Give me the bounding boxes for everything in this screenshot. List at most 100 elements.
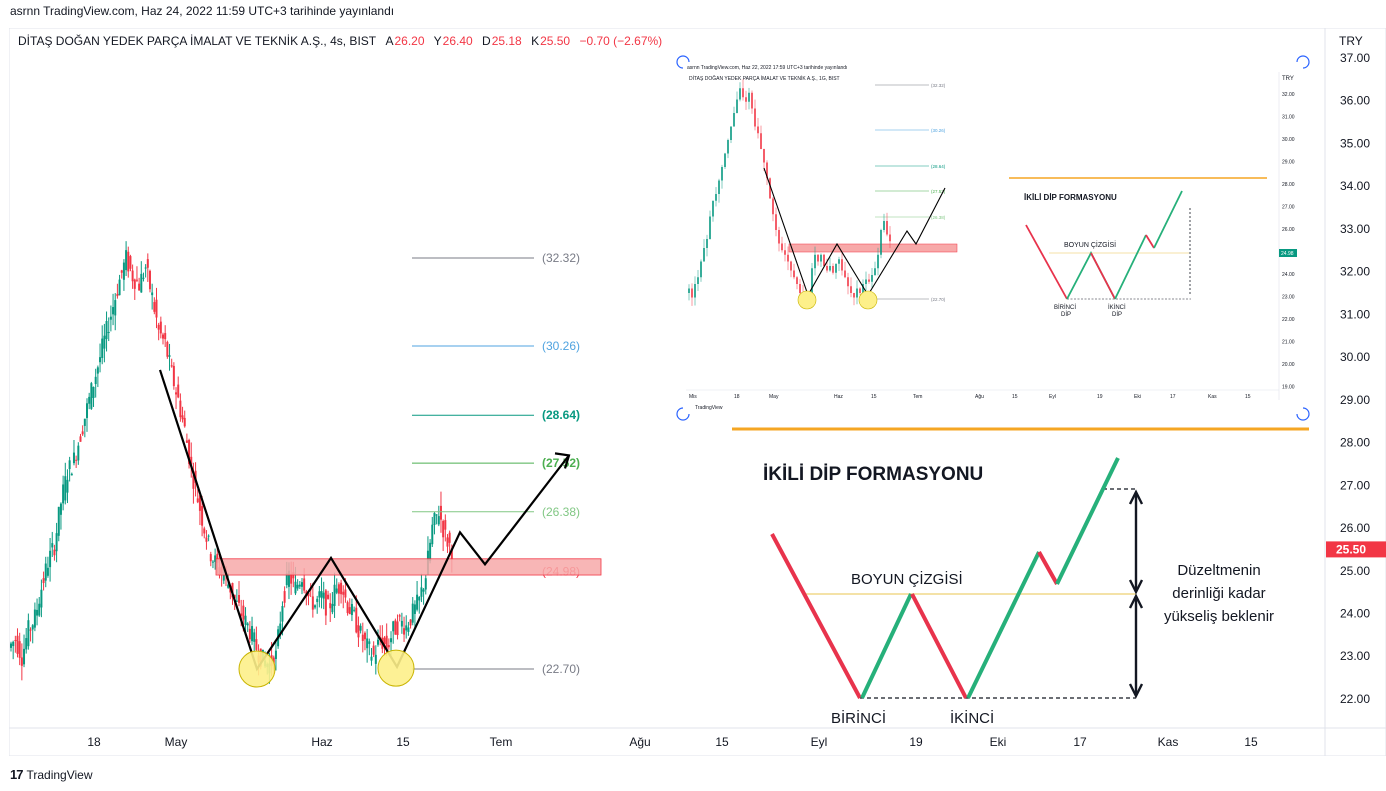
candle-down: [340, 582, 343, 595]
candle-up: [46, 567, 49, 576]
inset-diagram-title: İKİLİ DİP FORMASYONU: [1024, 193, 1117, 202]
candle-up: [112, 307, 115, 315]
inset-candle: [787, 254, 789, 262]
candle-up: [390, 638, 393, 643]
diagram-green-leg-2: [966, 551, 1041, 699]
candle-up: [36, 609, 39, 616]
inset-candle: [823, 254, 825, 266]
inset-candle: [826, 266, 828, 271]
diagram-red-leg-1: [770, 533, 862, 699]
candle-up: [253, 632, 256, 642]
candle-down: [329, 603, 332, 609]
candle-up: [274, 650, 277, 659]
tradingview-branding[interactable]: 17 TradingView: [10, 767, 93, 782]
inset-candle: [715, 194, 717, 201]
inset-time-tick: 15: [1012, 394, 1018, 400]
candle-down: [148, 270, 151, 290]
price-tick-label: 33.00: [1340, 222, 1370, 236]
candle-down: [146, 259, 149, 268]
inset-candle: [841, 259, 843, 271]
close-label: K: [531, 34, 540, 48]
candle-up: [33, 609, 36, 628]
fib-level-label: (28.64): [542, 408, 580, 422]
candle-down: [14, 640, 17, 642]
candle-up: [320, 591, 323, 598]
candle-down: [129, 256, 132, 269]
inset-time-tick: 15: [1245, 394, 1251, 400]
candle-down: [342, 591, 345, 595]
candle-up: [49, 550, 52, 568]
second-bottom-label: İKİNCİ: [950, 709, 994, 727]
price-chart[interactable]: (32.32)(30.26)(28.64)(27.52)(26.38)(24.9…: [9, 28, 1386, 756]
inset-candle: [889, 234, 891, 242]
candle-down: [177, 384, 180, 398]
inset-price-tick: 28.00: [1282, 182, 1295, 188]
candle-down: [337, 584, 340, 594]
inset-candle: [859, 288, 861, 293]
note-line-2: derinliği kadar: [1172, 585, 1265, 602]
inset-second-bottom-label-1: İKİNCİ: [1108, 304, 1126, 311]
candle-up: [70, 473, 73, 476]
inset-price-tick: 20.00: [1282, 362, 1295, 368]
price-tick-label: 24.00: [1340, 606, 1370, 620]
candle-down: [398, 615, 401, 617]
candle-up: [211, 561, 214, 563]
change-value: −0.70 (−2.67%): [579, 34, 663, 48]
candle-up: [140, 273, 143, 293]
diagram-green-leg-3: [1055, 457, 1120, 585]
candle-up: [214, 555, 217, 562]
candle-up: [64, 476, 67, 501]
inset-candle: [871, 275, 873, 282]
candle-down: [135, 279, 138, 281]
tradingview-logo-icon: 17: [10, 767, 24, 782]
inset-candle: [796, 277, 798, 284]
candle-up: [314, 605, 317, 608]
candle-down: [201, 506, 204, 526]
candle-down: [446, 537, 449, 547]
candle-up: [62, 484, 65, 504]
candle-down: [179, 400, 182, 418]
inset-price-tick: 22.00: [1282, 317, 1295, 323]
candle-up: [370, 656, 373, 661]
inset-candle: [850, 286, 852, 293]
candle-down: [283, 591, 286, 603]
inset-candle: [694, 284, 696, 298]
candle-up: [316, 598, 319, 603]
candle-down: [238, 594, 241, 603]
candle-down: [192, 475, 195, 489]
inset-fib-label: (30.26): [931, 128, 946, 133]
candle-up: [118, 279, 121, 296]
inset-candle: [733, 113, 735, 127]
candle-down: [448, 532, 451, 543]
inset-fib-label: (32.32): [931, 83, 946, 88]
candle-down: [344, 589, 347, 598]
inset-time-tick: Kas: [1208, 394, 1217, 400]
inset-candle: [865, 279, 867, 284]
price-tick-label: 28.00: [1340, 436, 1370, 450]
candle-up: [83, 418, 86, 426]
candle-down: [190, 456, 193, 465]
candle-up: [418, 596, 421, 601]
inset-legend: DİTAŞ DOĞAN YEDEK PARÇA İMALAT VE TEKNİK…: [689, 75, 840, 82]
candle-up: [413, 604, 416, 615]
candle-down: [327, 594, 330, 599]
first-bottom-marker: [238, 650, 276, 688]
price-tick-label: 37.00: [1340, 51, 1370, 65]
candle-up: [422, 589, 425, 592]
candle-up: [44, 563, 47, 581]
candle-up: [12, 641, 15, 647]
candle-down: [303, 578, 306, 591]
inset-candle: [721, 167, 723, 181]
inset-price-tick: 32.00: [1282, 92, 1295, 98]
candle-down: [385, 635, 388, 650]
inset-first-bottom-label-1: BİRİNCİ: [1054, 304, 1076, 311]
candle-down: [196, 498, 199, 503]
candle-down: [361, 634, 364, 641]
candle-up: [322, 592, 325, 599]
candle-down: [255, 639, 258, 650]
candle-down: [290, 573, 293, 584]
diagram-green-leg-1: [860, 593, 913, 699]
candle-down: [442, 520, 445, 538]
candle-down: [18, 641, 21, 658]
price-tick-label: 35.00: [1340, 136, 1370, 150]
